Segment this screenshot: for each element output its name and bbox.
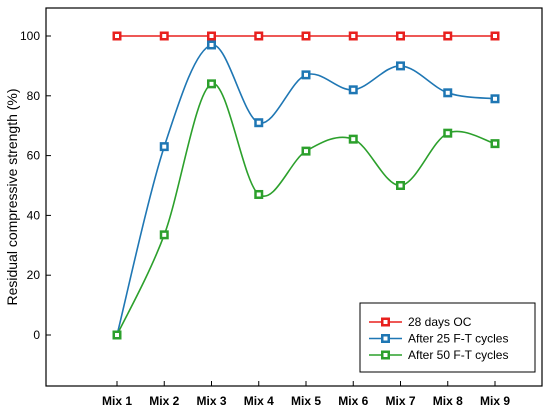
y-tick-label: 40 bbox=[27, 208, 41, 222]
legend-label: After 50 F-T cycles bbox=[408, 348, 508, 362]
y-axis: 0 20 40 60 80 100 bbox=[20, 29, 51, 342]
series-line bbox=[116, 83, 496, 336]
data-point-center bbox=[162, 34, 167, 38]
series-1 bbox=[112, 31, 500, 41]
data-point-center bbox=[398, 34, 403, 38]
data-point-center bbox=[256, 192, 261, 197]
x-tick-label: Mix 8 bbox=[433, 394, 463, 408]
y-tick-label: 60 bbox=[27, 149, 41, 163]
data-point-center bbox=[115, 333, 119, 337]
data-point-center bbox=[398, 63, 403, 68]
data-point-center bbox=[351, 34, 356, 38]
series-2 bbox=[112, 40, 500, 340]
data-point-center bbox=[493, 96, 497, 101]
data-point-center bbox=[304, 72, 308, 77]
series-layer bbox=[112, 31, 500, 340]
legend-label: 28 days OC bbox=[408, 315, 472, 329]
legend-label: After 25 F-T cycles bbox=[408, 332, 508, 346]
y-tick-label: 0 bbox=[33, 328, 40, 342]
data-point-center bbox=[256, 34, 261, 38]
data-point-center bbox=[209, 42, 214, 47]
y-tick-label: 100 bbox=[20, 29, 40, 43]
data-point-center bbox=[351, 137, 356, 142]
x-tick-label: Mix 6 bbox=[338, 394, 368, 408]
data-point-center bbox=[493, 141, 497, 146]
data-point-center bbox=[209, 34, 214, 38]
data-point-center bbox=[304, 149, 308, 154]
y-tick-label: 20 bbox=[27, 268, 41, 282]
x-tick-label: Mix 2 bbox=[149, 394, 179, 408]
data-point-center bbox=[256, 120, 261, 125]
series-3 bbox=[112, 79, 500, 340]
data-point-center bbox=[493, 34, 497, 38]
data-point-center bbox=[445, 90, 450, 95]
data-point-center bbox=[351, 87, 356, 92]
x-tick-label: Mix 3 bbox=[196, 394, 226, 408]
data-point-center bbox=[304, 34, 308, 38]
data-point-center bbox=[445, 34, 450, 38]
x-tick-label: Mix 7 bbox=[385, 394, 415, 408]
x-tick-label: Mix 1 bbox=[102, 394, 132, 408]
legend-marker-center bbox=[383, 320, 388, 324]
data-point-center bbox=[398, 183, 403, 188]
legend: 28 days OC After 25 F-T cycles After 50 F-… bbox=[359, 302, 536, 373]
data-point-center bbox=[445, 131, 450, 136]
x-tick-label: Mix 4 bbox=[244, 394, 274, 408]
data-point-center bbox=[162, 144, 167, 149]
data-point-center bbox=[115, 34, 119, 38]
data-point-center bbox=[209, 81, 214, 86]
x-axis: Mix 1 Mix 2 Mix 3 Mix 4 Mix 5 Mix 6 Mix 7 Mix 8… bbox=[102, 381, 510, 408]
series-line bbox=[116, 44, 496, 336]
legend-marker-center bbox=[383, 353, 388, 357]
x-tick-label: Mix 5 bbox=[291, 394, 321, 408]
y-tick-label: 80 bbox=[27, 89, 41, 103]
data-point-center bbox=[162, 232, 167, 237]
legend-marker-center bbox=[383, 336, 388, 341]
plot-frame bbox=[45, 7, 543, 387]
y-axis-title: Residual compressive strength (%) bbox=[4, 88, 20, 305]
x-tick-label: Mix 9 bbox=[480, 394, 510, 408]
